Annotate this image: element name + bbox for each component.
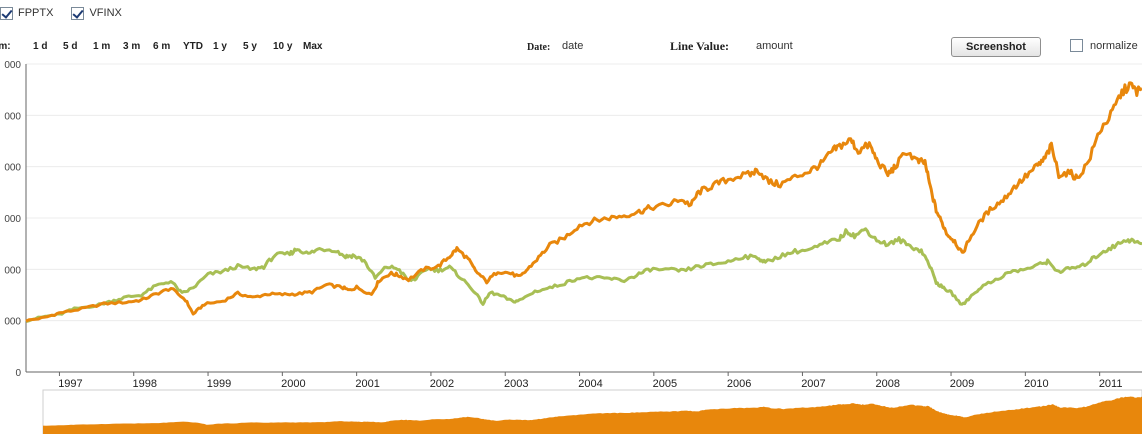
legend-item-vfinx[interactable]: VFINX — [71, 6, 122, 20]
x-tick-label: 2007 — [801, 378, 825, 390]
y-tick-label: 000 — [4, 317, 21, 328]
y-tick-label: 000 — [4, 265, 21, 276]
zoom-3m-button[interactable]: 3 m — [123, 41, 141, 52]
zoom-ytd-button[interactable]: YTD — [183, 41, 203, 52]
zoom-1d-button[interactable]: 1 d — [33, 41, 48, 52]
y-tick-label: 000 — [4, 111, 21, 122]
series-line-fpptx — [25, 81, 1142, 323]
zoom-max-button[interactable]: Max — [303, 41, 323, 52]
x-tick-label: 2011 — [1099, 378, 1123, 390]
series-lines — [25, 81, 1142, 323]
zoom-6m-button[interactable]: 6 m — [153, 41, 171, 52]
x-tick-label: 2010 — [1024, 378, 1048, 390]
chart-toolbar: Zoom: 1 d 5 d 1 m 3 m 6 m YTD 1 y 5 y 10… — [0, 37, 1142, 57]
fpptx-checkbox[interactable] — [0, 6, 13, 20]
zoom-1m-button[interactable]: 1 m — [93, 41, 111, 52]
x-tick-label: 2006 — [727, 378, 751, 390]
x-tick-label: 2000 — [281, 378, 305, 390]
normalize-label: normalize — [1090, 39, 1138, 52]
vfinx-checkbox[interactable] — [71, 6, 85, 20]
range-navigator[interactable] — [42, 389, 1142, 434]
legend-label: FPPTX — [18, 7, 54, 19]
line-value-label: Line Value: — [670, 39, 730, 53]
navigator-area — [43, 396, 1142, 434]
y-tick-label: 0 — [15, 368, 21, 379]
x-tick-label: 1997 — [58, 378, 82, 390]
legend: FPPTX VFINX — [0, 4, 134, 22]
zoom-5y-button[interactable]: 5 y — [243, 41, 257, 52]
x-tick-label: 2005 — [653, 378, 677, 390]
screenshot-button[interactable]: Screenshot — [951, 37, 1041, 57]
x-tick-label: 2003 — [504, 378, 528, 390]
x-tick-label: 2009 — [950, 378, 974, 390]
zoom-10y-button[interactable]: 10 y — [273, 41, 293, 52]
zoom-5d-button[interactable]: 5 d — [63, 41, 78, 52]
legend-label: VFINX — [89, 7, 122, 19]
x-tick-label: 2008 — [876, 378, 900, 390]
x-tick-label: 2001 — [355, 378, 379, 390]
legend-item-fpptx[interactable]: FPPTX — [0, 6, 54, 20]
line-value-value: amount — [756, 40, 793, 52]
gridlines — [26, 63, 1142, 373]
series-line-vfinx — [25, 227, 1142, 323]
y-tick-label: 000 — [4, 214, 21, 225]
x-tick-label: 2004 — [578, 378, 602, 390]
normalize-checkbox[interactable] — [1070, 39, 1083, 52]
x-tick-label: 2002 — [430, 378, 454, 390]
x-tick-label: 1999 — [207, 378, 231, 390]
normalize-toggle[interactable]: normalize — [1070, 39, 1138, 52]
date-value: date — [562, 40, 584, 52]
y-tick-label: 000 — [4, 60, 21, 71]
date-label: Date: — [527, 42, 551, 53]
zoom-label: Zoom: — [0, 41, 11, 52]
zoom-1y-button[interactable]: 1 y — [213, 41, 227, 52]
y-tick-label: 000 — [4, 163, 21, 174]
x-tick-label: 1998 — [132, 378, 156, 390]
x-axis: 1997 1998 1999 2000 2001 2002 2003 2004 2005 2006… — [58, 372, 1122, 390]
